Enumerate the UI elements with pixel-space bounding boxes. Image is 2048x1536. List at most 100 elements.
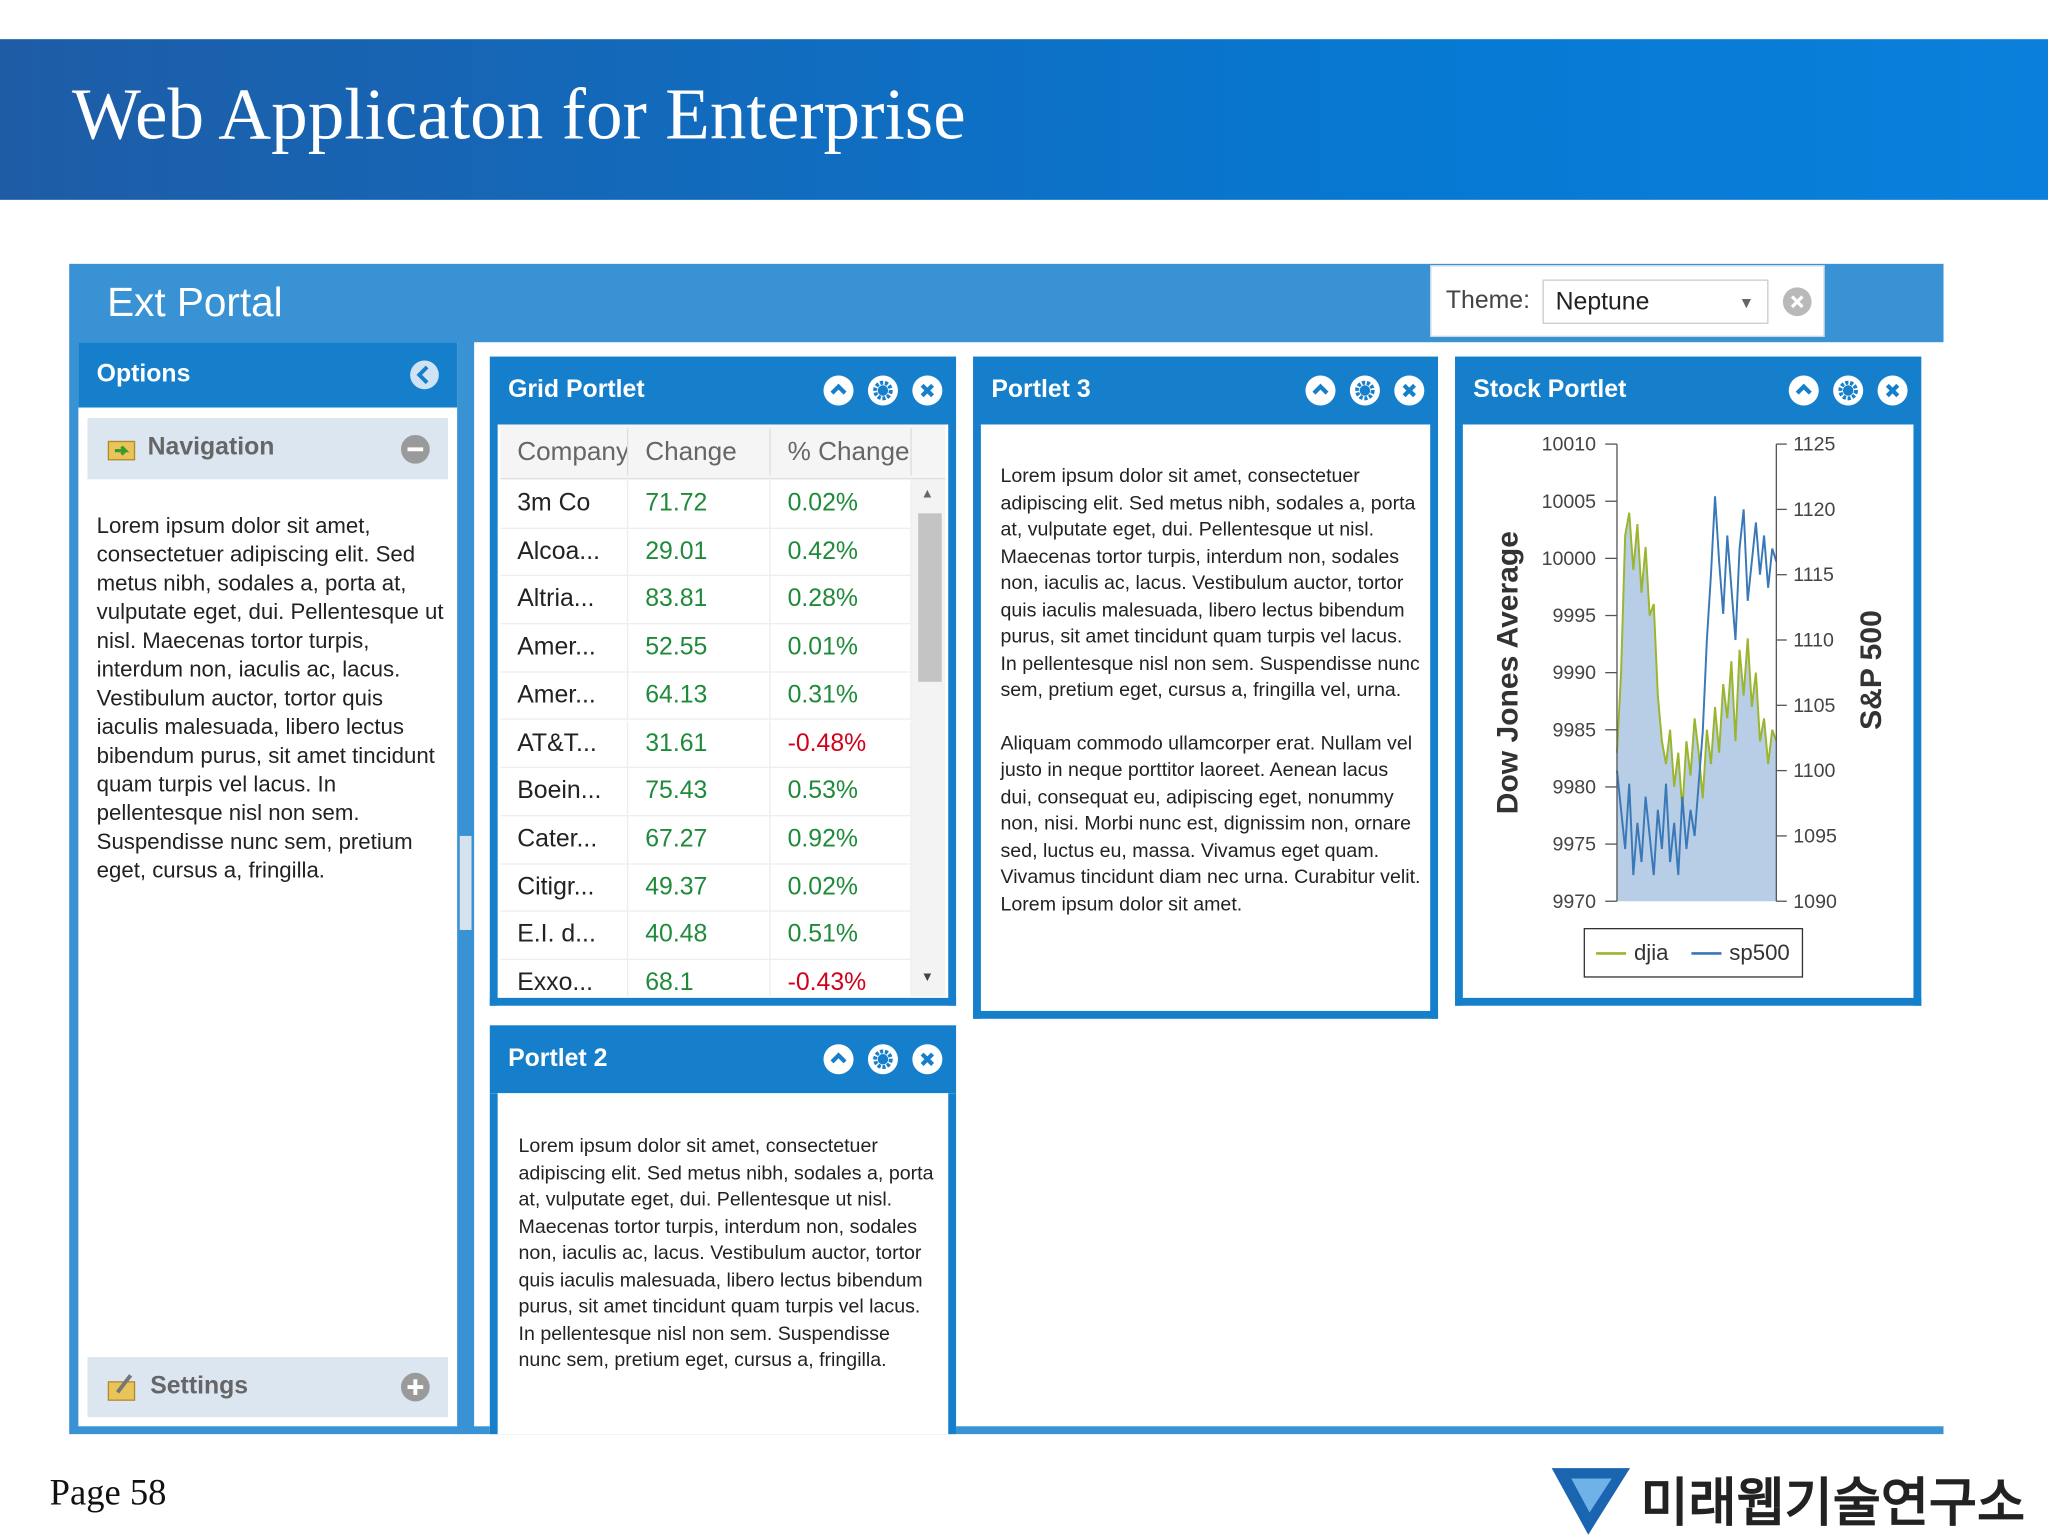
tool-close[interactable] bbox=[1394, 375, 1425, 406]
theme-label: Theme: bbox=[1445, 287, 1531, 315]
navigation-text: Lorem ipsum dolor sit amet, consectetuer… bbox=[96, 513, 444, 883]
grid-row[interactable]: Altria... 83.81 0.28% bbox=[500, 576, 912, 625]
glyph bbox=[1885, 383, 1900, 398]
grid-cell: 31.61 bbox=[628, 720, 771, 768]
logo-text: 미래웹기술연구소 bbox=[1640, 1473, 2026, 1534]
options-title: Options bbox=[96, 360, 191, 388]
grid-cell: Amer... bbox=[500, 624, 629, 672]
grid-cell: -0.43% bbox=[771, 959, 912, 997]
settings-bar[interactable]: Settings bbox=[87, 1357, 448, 1418]
portlet-title: Stock Portlet bbox=[1473, 376, 1627, 404]
grid-cell: 0.01% bbox=[771, 624, 912, 672]
tool-settings[interactable] bbox=[867, 375, 898, 406]
clear-button[interactable] bbox=[1782, 286, 1813, 317]
tool-circle bbox=[823, 375, 854, 406]
portlet-header: Portlet 2 bbox=[489, 1025, 957, 1094]
collapse-button[interactable] bbox=[409, 359, 440, 390]
grid-row[interactable]: Boein... 75.43 0.53% bbox=[500, 768, 912, 817]
grid-cell: 68.1 bbox=[628, 959, 771, 997]
tool-circle bbox=[823, 1044, 854, 1075]
scroll-down[interactable]: ▼ bbox=[920, 970, 934, 985]
dropdown-arrow[interactable]: ▼ bbox=[1738, 293, 1755, 313]
grid-row[interactable]: Exxo... 68.1 -0.43% bbox=[500, 959, 912, 997]
grid-cell: 0.02% bbox=[771, 480, 912, 528]
settings-title: Settings bbox=[150, 1372, 249, 1401]
tool-circle bbox=[1305, 375, 1336, 406]
grid-cell: E.I. d... bbox=[500, 912, 629, 960]
grid-cell: 83.81 bbox=[628, 576, 771, 624]
grid-cell: -0.48% bbox=[771, 720, 912, 768]
grid-cell: Citigr... bbox=[500, 864, 629, 912]
expand-settings[interactable] bbox=[400, 1371, 431, 1402]
scroll-up[interactable]: ▲ bbox=[920, 487, 934, 502]
glyph bbox=[920, 383, 935, 398]
tool-settings[interactable] bbox=[1349, 375, 1380, 406]
tool-close[interactable] bbox=[912, 375, 943, 406]
glyph bbox=[1795, 383, 1812, 395]
grid-cell: AT&T... bbox=[500, 720, 629, 768]
portlet-3: Portlet 3 Lorem ipsum dolor sit amet, co… bbox=[973, 356, 1439, 1019]
grid-cell: 0.92% bbox=[771, 816, 912, 864]
grid-header: Company Change% Change bbox=[500, 424, 946, 480]
slide-header: Web Applicaton for Enterprise bbox=[0, 39, 2048, 200]
gear bbox=[873, 380, 893, 401]
grid-row[interactable]: Amer... 64.13 0.31% bbox=[500, 672, 912, 721]
paragraph: Aliquam commodo ullamcorper erat. Nullam… bbox=[1000, 732, 1421, 915]
portlet-text: Lorem ipsum dolor sit amet, consectetuer… bbox=[1000, 464, 1421, 919]
tool-settings[interactable] bbox=[867, 1044, 898, 1075]
navigation-title: Navigation bbox=[147, 433, 275, 462]
theme-combobox[interactable]: Neptune ▼ bbox=[1542, 279, 1769, 324]
theme-value: Neptune bbox=[1555, 288, 1650, 317]
glyph bbox=[1402, 383, 1417, 398]
tool-settings[interactable] bbox=[1832, 375, 1864, 406]
options-panel: Options Navigation Lorem ipsum dolor sit… bbox=[78, 342, 458, 1427]
navigation-icon bbox=[107, 440, 136, 461]
gear-hub bbox=[877, 385, 889, 396]
grid-row[interactable]: Amer... 52.55 0.01% bbox=[500, 624, 912, 673]
tool-collapse[interactable] bbox=[823, 1044, 854, 1075]
page-number: Page 58 bbox=[49, 1473, 167, 1514]
grid-row[interactable]: Citigr... 49.37 0.02% bbox=[500, 864, 912, 913]
portal-title: Ext Portal bbox=[107, 279, 283, 326]
grid-row[interactable]: Alcoa... 29.01 0.42% bbox=[500, 528, 912, 577]
scrollbar-thumb[interactable] bbox=[918, 513, 942, 682]
paragraph: Lorem ipsum dolor sit amet, consectetuer… bbox=[1000, 464, 1420, 702]
splitter-tab[interactable] bbox=[459, 835, 472, 930]
tool-collapse[interactable] bbox=[823, 375, 854, 406]
stock-portlet: Stock Portlet bbox=[1455, 356, 1922, 1006]
grid-cell: 0.51% bbox=[771, 912, 912, 960]
collapse-navigation[interactable] bbox=[400, 434, 431, 465]
grid-cell: 67.27 bbox=[628, 816, 771, 864]
grid-cell: Altria... bbox=[500, 576, 629, 624]
gear-hub bbox=[1842, 385, 1854, 396]
glyph bbox=[830, 383, 847, 395]
glyph bbox=[920, 1052, 935, 1066]
portlet-title: Portlet 3 bbox=[991, 376, 1091, 404]
grid-row[interactable]: E.I. d... 40.48 0.51% bbox=[500, 912, 912, 960]
portlet-title: Portlet 2 bbox=[508, 1044, 608, 1073]
tool-collapse[interactable] bbox=[1305, 375, 1336, 406]
grid-portlet: Grid Portlet Company Change% Change ▲ ▼ 3m C… bbox=[489, 356, 957, 1006]
portlet-header: Grid Portlet bbox=[489, 356, 957, 425]
grid-row[interactable]: AT&T... 31.61 -0.48% bbox=[500, 720, 912, 769]
column-header[interactable]: Change bbox=[628, 428, 771, 476]
column-header[interactable]: Company bbox=[500, 428, 629, 476]
navigation-bar[interactable]: Navigation bbox=[87, 417, 448, 480]
tool-close[interactable] bbox=[912, 1044, 943, 1075]
portlet-2: Portlet 2 Lorem ipsum dolor sit amet, co… bbox=[489, 1025, 957, 1435]
column-header[interactable]: % Change bbox=[771, 428, 912, 476]
grid-cell: 49.37 bbox=[628, 864, 771, 912]
portlet-body: Lorem ipsum dolor sit amet, consectetuer… bbox=[489, 1093, 957, 1435]
gear-hub bbox=[877, 1054, 889, 1065]
tool-collapse[interactable] bbox=[1788, 375, 1819, 406]
grid-row[interactable]: Cater... 67.27 0.92% bbox=[500, 816, 912, 865]
grid-cell: 0.28% bbox=[771, 576, 912, 624]
grid-cell: 40.48 bbox=[628, 912, 771, 960]
tool-circle bbox=[1788, 375, 1819, 406]
tool-close[interactable] bbox=[1877, 375, 1908, 406]
portlet-body bbox=[1455, 424, 1922, 1006]
theme-bar: Theme: Neptune ▼ bbox=[1430, 265, 1825, 337]
grid-row[interactable]: 3m Co 71.72 0.02% bbox=[500, 480, 912, 529]
